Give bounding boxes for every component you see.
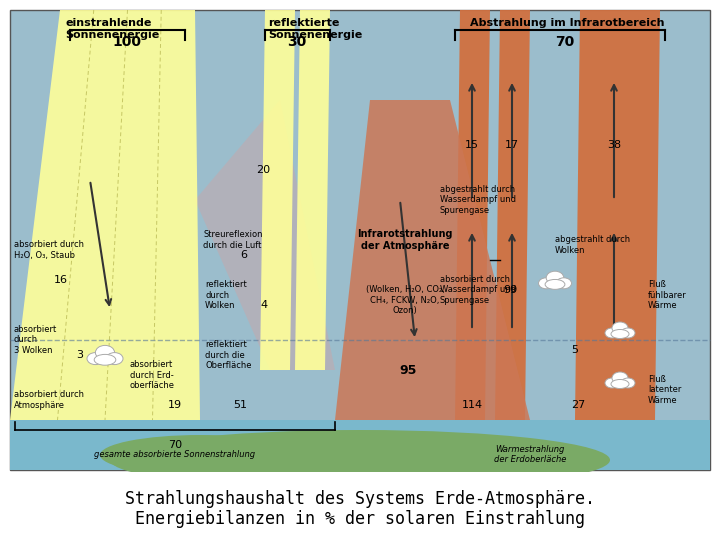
Ellipse shape	[556, 278, 572, 289]
Text: 70: 70	[168, 440, 182, 450]
Text: absorbiert durch
Wasserdampf und
Spurengase: absorbiert durch Wasserdampf und Spureng…	[440, 275, 516, 305]
Text: einstrahlende
Sonnenenergie: einstrahlende Sonnenenergie	[65, 18, 159, 39]
Ellipse shape	[539, 278, 554, 289]
Polygon shape	[10, 10, 200, 420]
Text: absorbiert durch
Atmosphäre: absorbiert durch Atmosphäre	[14, 390, 84, 410]
Text: 19: 19	[168, 400, 182, 410]
Text: 95: 95	[400, 363, 417, 376]
Polygon shape	[335, 100, 530, 420]
Text: Infrarotstrahlung
der Atmosphäre: Infrarotstrahlung der Atmosphäre	[357, 229, 453, 251]
Text: Strahlungshaushalt des Systems Erde-Atmosphäre.: Strahlungshaushalt des Systems Erde-Atmo…	[125, 490, 595, 508]
Text: 6: 6	[240, 250, 247, 260]
Ellipse shape	[107, 353, 123, 364]
Text: 27: 27	[571, 400, 585, 410]
Text: Fluß
fühlbarer
Wärme: Fluß fühlbarer Wärme	[648, 280, 687, 310]
Ellipse shape	[94, 354, 116, 365]
Ellipse shape	[545, 280, 565, 289]
Text: abgestrahlt durch
Wolken: abgestrahlt durch Wolken	[555, 235, 630, 255]
Text: absorbiert
durch Erd-
oberfläche: absorbiert durch Erd- oberfläche	[130, 360, 175, 390]
Text: absorbiert
durch
3 Wolken: absorbiert durch 3 Wolken	[14, 325, 58, 355]
Text: reflektiert
durch
Wolken: reflektiert durch Wolken	[205, 280, 247, 310]
Text: absorbiert durch
H₂O, O₃, Staub: absorbiert durch H₂O, O₃, Staub	[14, 240, 84, 260]
Polygon shape	[195, 100, 335, 370]
Text: 99: 99	[503, 285, 517, 295]
Ellipse shape	[100, 435, 300, 475]
Ellipse shape	[87, 353, 104, 364]
Ellipse shape	[612, 322, 628, 334]
Text: 20: 20	[256, 165, 270, 175]
Text: Fluß
latenter
Wärme: Fluß latenter Wärme	[648, 375, 681, 405]
Text: reflektiert
durch die
Oberfläche: reflektiert durch die Oberfläche	[205, 340, 251, 370]
Text: abgestrahlt durch
Wasserdampf und
Spurengase: abgestrahlt durch Wasserdampf und Spuren…	[440, 185, 516, 215]
Text: Abstrahlung im Infrarotbereich: Abstrahlung im Infrarotbereich	[470, 18, 665, 28]
Text: 17: 17	[505, 140, 519, 150]
Text: 51: 51	[233, 400, 247, 410]
Ellipse shape	[612, 372, 628, 384]
Bar	[0, 472, 720, 540]
Bar	[10, 10, 710, 470]
Ellipse shape	[611, 380, 629, 388]
Text: gesamte absorbierte Sonnenstrahlung: gesamte absorbierte Sonnenstrahlung	[94, 450, 256, 459]
Text: 4: 4	[261, 300, 268, 310]
Ellipse shape	[621, 328, 635, 338]
Text: (Wolken, H₂O, CO₂,
CH₄, FCKW, N₂O,
Ozon): (Wolken, H₂O, CO₂, CH₄, FCKW, N₂O, Ozon)	[366, 285, 444, 315]
Text: 15: 15	[465, 140, 479, 150]
Text: 100: 100	[112, 35, 142, 49]
Ellipse shape	[110, 430, 610, 490]
Ellipse shape	[605, 378, 619, 388]
Polygon shape	[295, 10, 330, 370]
Polygon shape	[260, 10, 295, 370]
Text: 5: 5	[572, 345, 578, 355]
Bar	[10, 420, 710, 470]
Text: Streureflexion
durch die Luft: Streureflexion durch die Luft	[203, 230, 263, 249]
Polygon shape	[455, 10, 490, 420]
Text: reflektierte
Sonnenenergie: reflektierte Sonnenenergie	[268, 18, 362, 39]
Ellipse shape	[621, 378, 635, 388]
Text: 3: 3	[76, 350, 83, 360]
Text: 70: 70	[555, 35, 575, 49]
Text: 16: 16	[54, 275, 68, 285]
Text: Warmestrahlung
der Erdoberläche: Warmestrahlung der Erdoberläche	[494, 445, 566, 464]
Ellipse shape	[605, 328, 619, 338]
Text: 30: 30	[287, 35, 307, 49]
Ellipse shape	[611, 329, 629, 339]
Text: 38: 38	[607, 140, 621, 150]
Polygon shape	[575, 10, 660, 420]
Text: Energiebilanzen in % der solaren Einstrahlung: Energiebilanzen in % der solaren Einstra…	[135, 510, 585, 528]
Text: 114: 114	[462, 400, 482, 410]
Ellipse shape	[546, 271, 564, 285]
Ellipse shape	[95, 346, 114, 360]
Polygon shape	[495, 10, 530, 420]
